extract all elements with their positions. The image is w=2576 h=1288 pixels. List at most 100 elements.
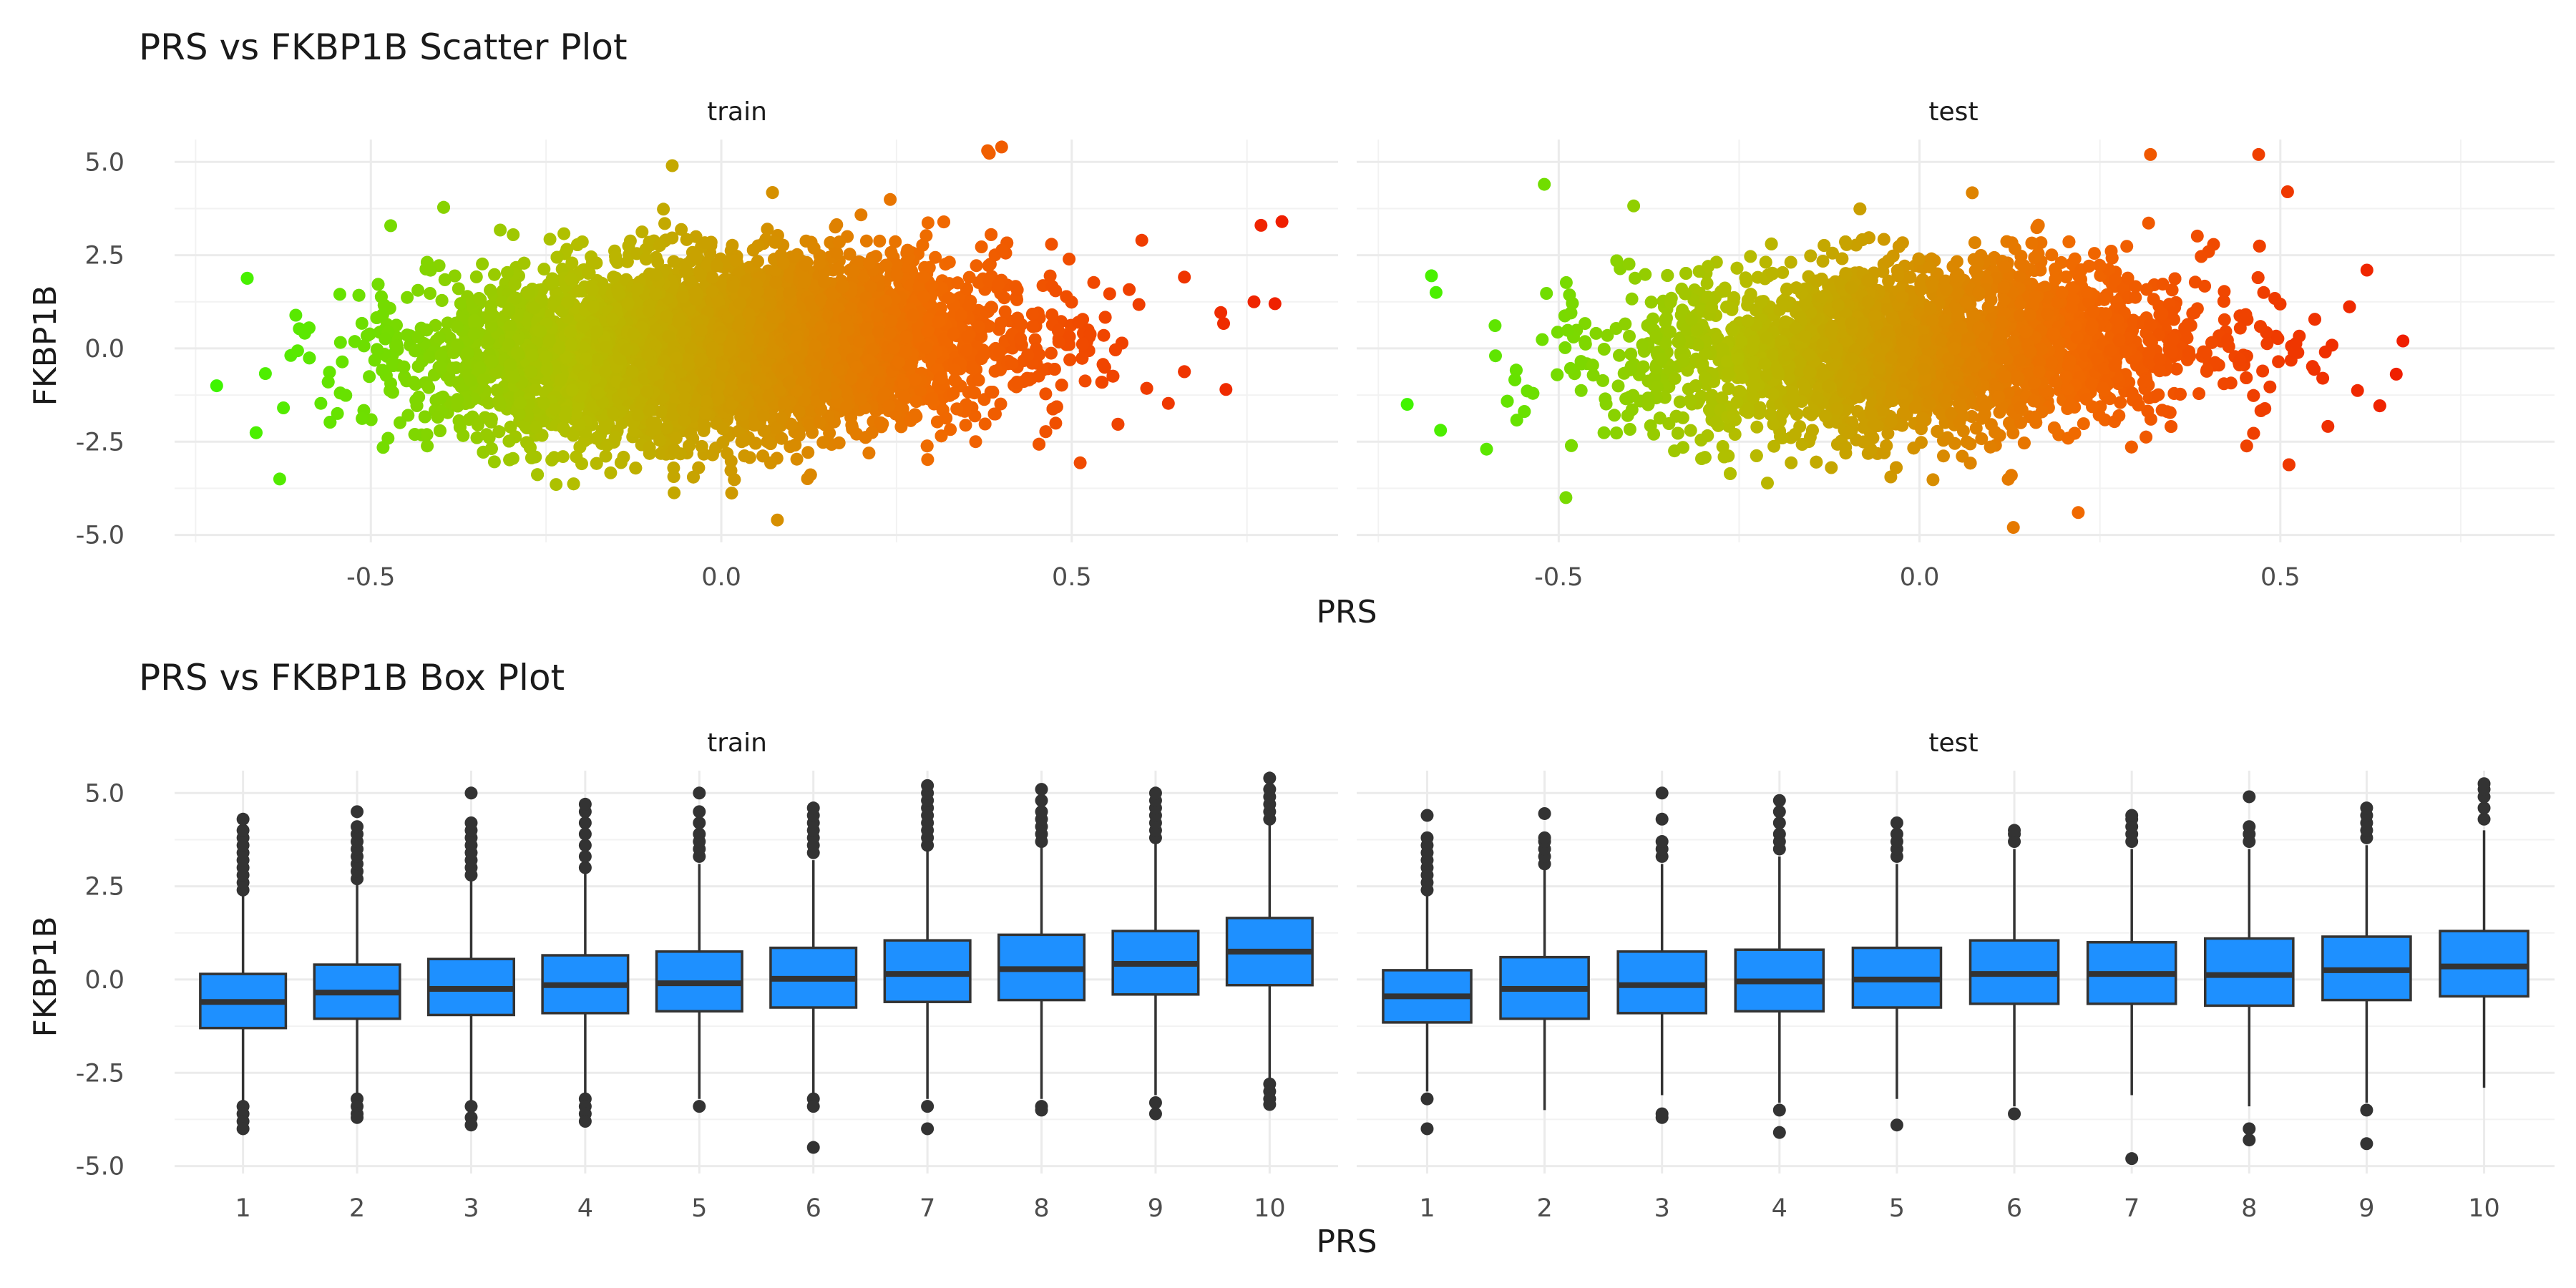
scatter-point bbox=[476, 257, 489, 270]
scatter-point bbox=[657, 203, 670, 216]
scatter-point bbox=[1087, 275, 1101, 289]
scatter-point bbox=[421, 439, 434, 453]
scatter-point bbox=[1032, 369, 1045, 383]
scatter-point bbox=[635, 225, 649, 239]
scatter-point bbox=[575, 457, 588, 471]
scatter-point bbox=[556, 450, 570, 464]
scatter-point bbox=[1063, 253, 1076, 266]
scatter-point bbox=[975, 240, 988, 253]
scatter-point bbox=[543, 233, 557, 246]
scatter-point bbox=[944, 423, 957, 436]
scatter-point bbox=[452, 282, 465, 296]
scatter-point bbox=[675, 223, 688, 236]
scatter-point bbox=[1071, 316, 1085, 329]
scatter-point bbox=[725, 487, 738, 500]
scatter-point bbox=[959, 419, 972, 432]
scatter-point bbox=[336, 355, 349, 369]
scatter-point bbox=[761, 223, 774, 236]
scatter-point bbox=[572, 284, 585, 298]
scatter-point bbox=[1161, 396, 1175, 410]
scatter-point bbox=[376, 441, 390, 454]
scatter-point bbox=[667, 255, 680, 268]
scatter-point bbox=[830, 218, 844, 231]
scatter-point bbox=[277, 401, 291, 414]
scatter-point bbox=[1039, 387, 1053, 401]
scatter-point bbox=[1178, 270, 1191, 284]
scatter-point bbox=[1078, 374, 1092, 388]
scatter-point bbox=[873, 234, 887, 248]
scatter-panel-train bbox=[175, 140, 1338, 542]
scatter-point bbox=[289, 308, 303, 322]
scatter-point bbox=[258, 367, 272, 381]
scatter-point bbox=[969, 435, 982, 449]
scatter-point bbox=[726, 238, 739, 252]
scatter-point bbox=[333, 336, 347, 349]
scatter-point bbox=[604, 466, 618, 479]
scatter-point bbox=[919, 229, 933, 243]
scatter-point bbox=[487, 455, 501, 469]
scatter-point bbox=[1103, 287, 1116, 301]
scatter-point bbox=[668, 486, 681, 499]
scatter-point bbox=[658, 217, 671, 230]
scatter-point bbox=[667, 461, 680, 474]
scatter-point bbox=[420, 428, 434, 441]
scatter-point bbox=[972, 374, 985, 387]
scatter-point bbox=[962, 270, 976, 284]
scatter-point bbox=[649, 250, 663, 264]
scatter-point bbox=[1097, 328, 1111, 342]
scatter-point bbox=[997, 291, 1011, 305]
scatter-point bbox=[1132, 298, 1146, 311]
scatter-point bbox=[994, 397, 1008, 411]
scatter-point bbox=[854, 208, 868, 222]
scatter-point bbox=[721, 447, 734, 460]
scatter-point bbox=[1043, 269, 1057, 283]
scatter-point bbox=[746, 243, 760, 257]
scatter-point bbox=[862, 447, 876, 460]
scatter-point bbox=[565, 256, 579, 270]
scatter-point bbox=[801, 446, 815, 459]
scatter-point bbox=[291, 344, 304, 358]
scatter-point bbox=[356, 411, 369, 425]
scatter-point bbox=[921, 453, 935, 467]
scatter-point bbox=[987, 407, 1001, 421]
scatter-point bbox=[567, 429, 580, 442]
scatter-point bbox=[978, 417, 992, 431]
scatter-point bbox=[394, 416, 406, 429]
scatter-point bbox=[557, 227, 571, 240]
scatter-point bbox=[884, 192, 897, 206]
scatter-point bbox=[488, 268, 501, 281]
scatter-point bbox=[411, 283, 425, 297]
scatter-point bbox=[401, 291, 414, 304]
scatter-point bbox=[1096, 376, 1109, 389]
scatter-point bbox=[948, 374, 962, 387]
scatter-point bbox=[1045, 346, 1058, 360]
scatter-point bbox=[333, 288, 346, 301]
scatter-point bbox=[355, 316, 369, 330]
scatter-point bbox=[550, 478, 563, 492]
scatter-point bbox=[1049, 416, 1063, 430]
scatter-facet-label-train: train bbox=[707, 97, 767, 127]
scatter-point bbox=[1045, 238, 1058, 251]
scatter-point bbox=[998, 305, 1012, 318]
scatter-point bbox=[480, 428, 493, 441]
scatter-point bbox=[494, 223, 507, 237]
scatter-point bbox=[384, 219, 397, 233]
scatter-point bbox=[942, 255, 956, 269]
scatter-point bbox=[994, 316, 1008, 330]
scatter-point bbox=[970, 259, 983, 273]
scatter-point bbox=[314, 396, 328, 410]
scatter-point bbox=[832, 436, 846, 449]
scatter-point bbox=[823, 426, 836, 440]
scatter-point bbox=[1214, 306, 1228, 319]
scatter-point bbox=[929, 250, 942, 264]
scatter-point bbox=[614, 456, 628, 469]
scatter-point bbox=[424, 287, 436, 300]
scatter-point bbox=[1217, 317, 1230, 331]
scatter-facet-label-test: test bbox=[1928, 97, 1978, 127]
scatter-point bbox=[695, 439, 708, 453]
scatter-point bbox=[790, 452, 804, 466]
scatter-point bbox=[507, 228, 520, 241]
scatter-point bbox=[1123, 283, 1136, 296]
scatter-point bbox=[368, 353, 381, 367]
